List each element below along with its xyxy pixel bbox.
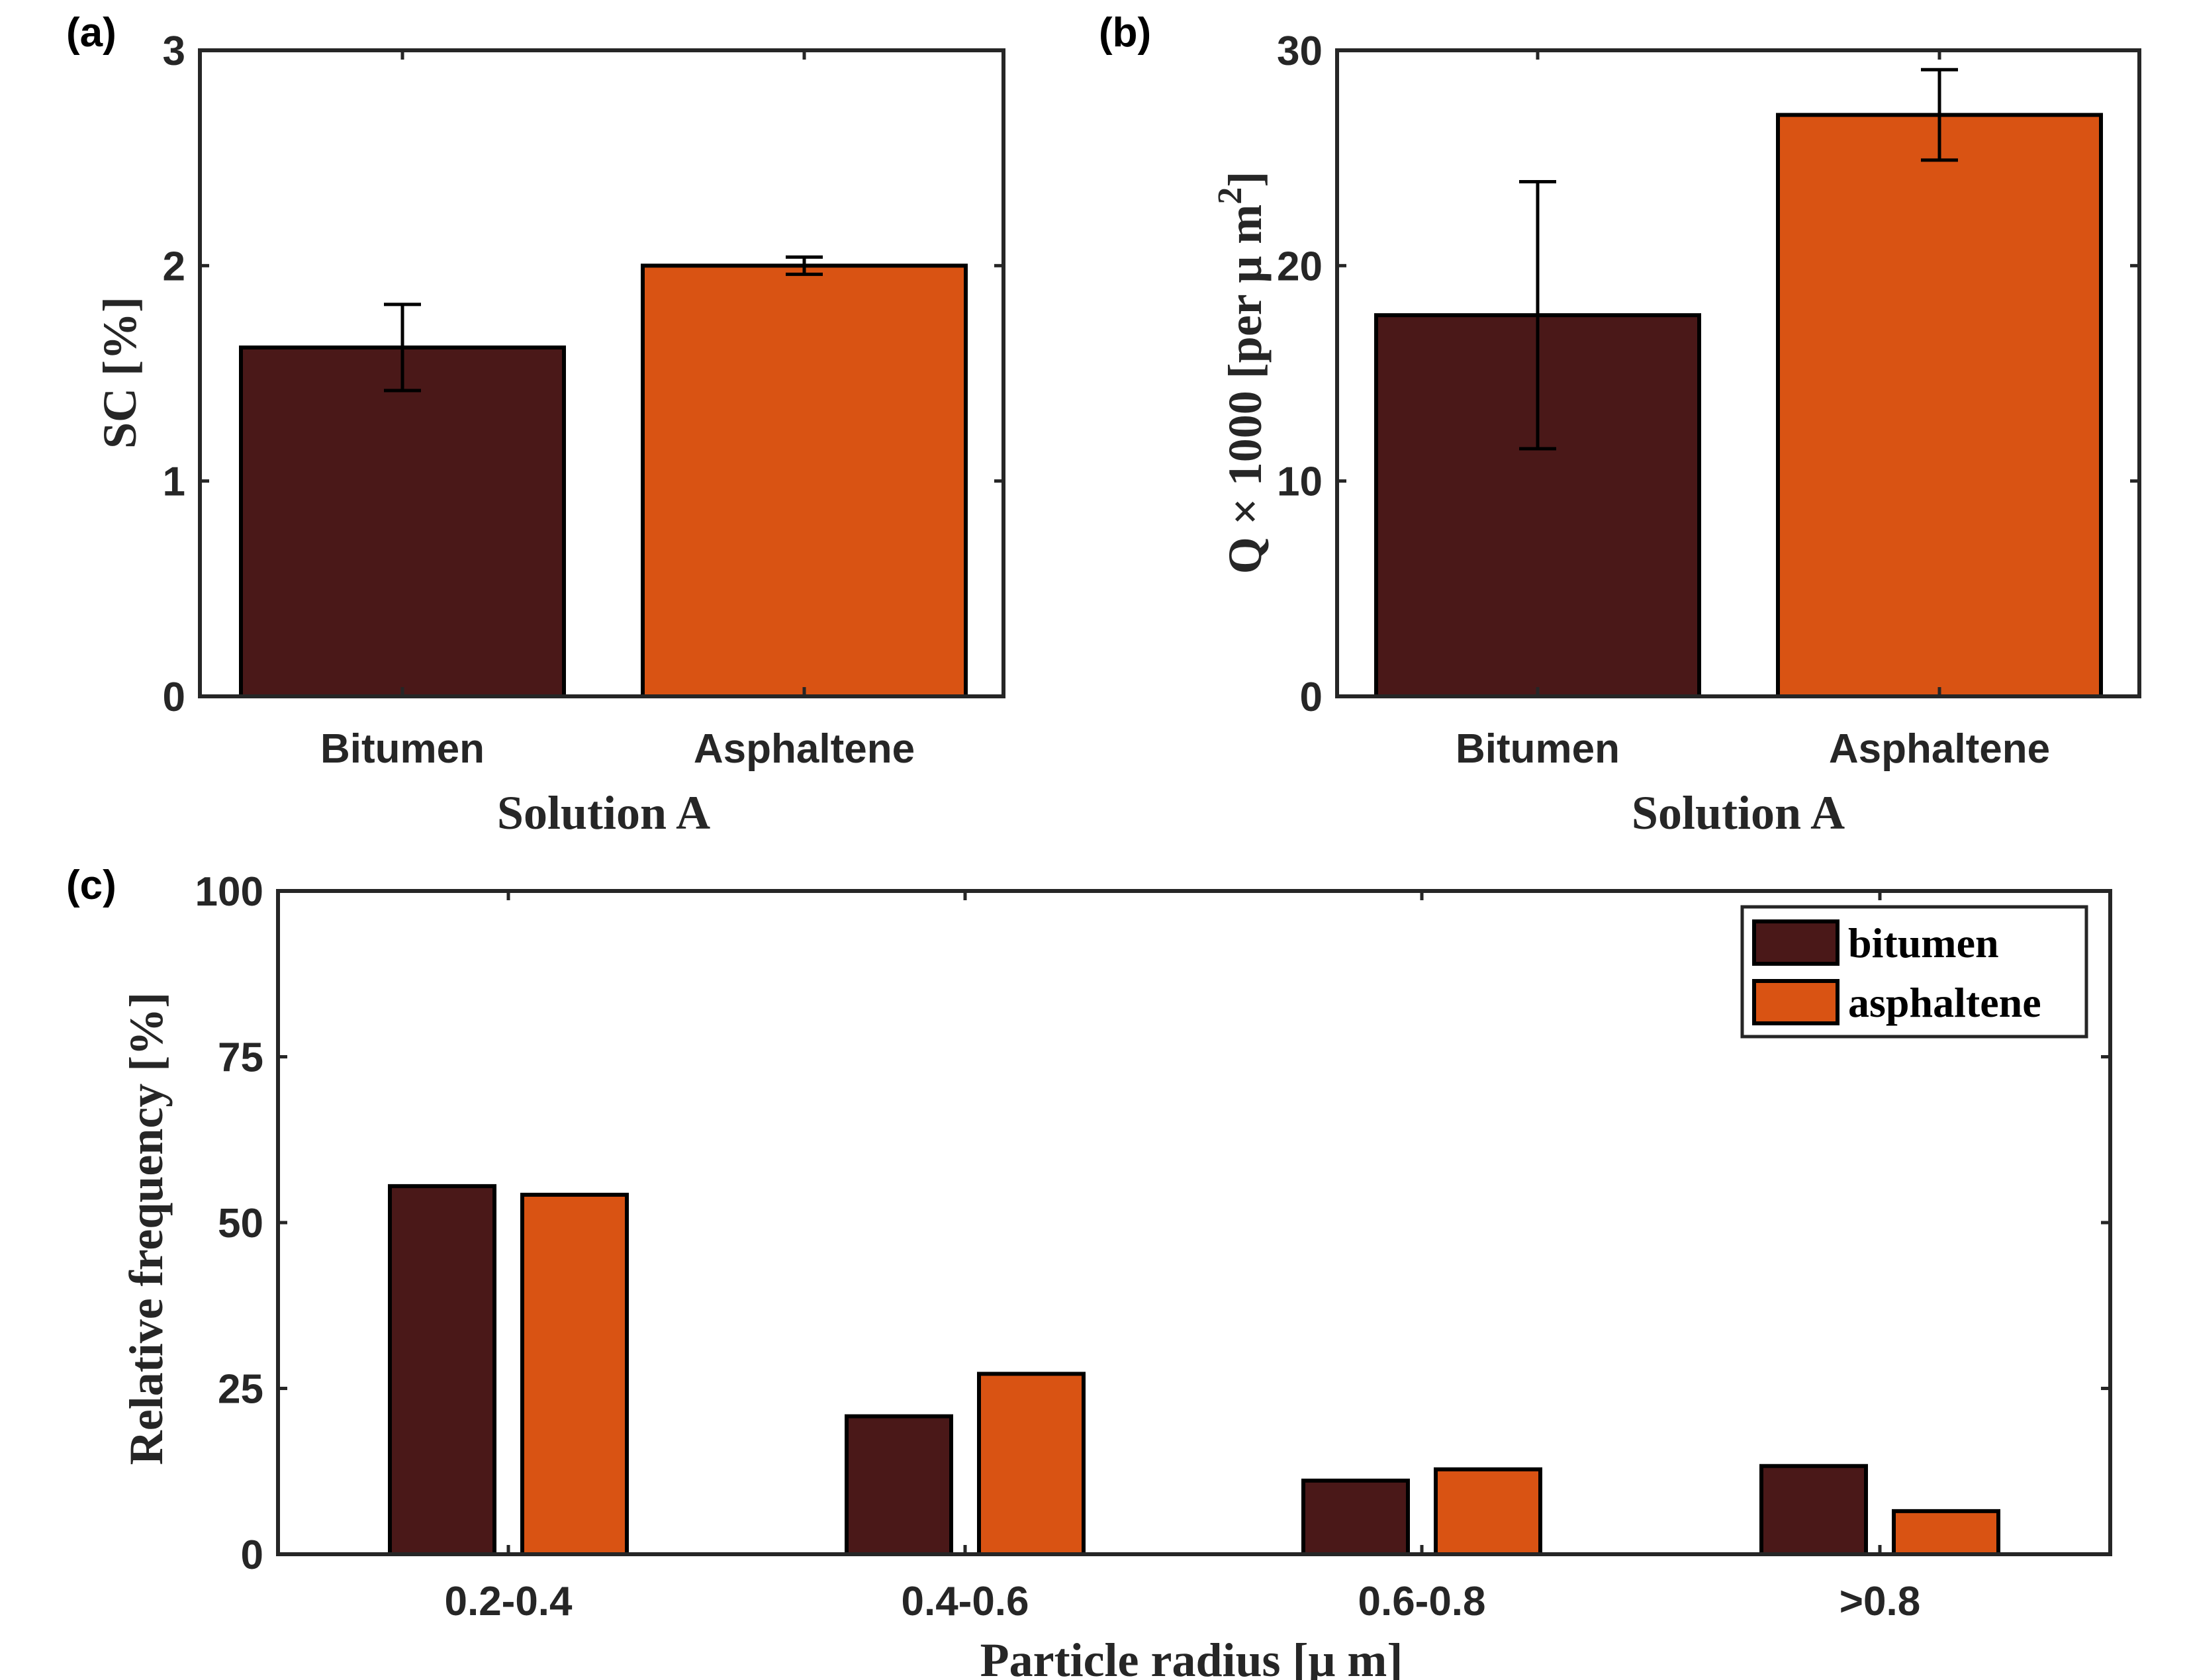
panel-a-bars — [239, 263, 968, 699]
panel-a-category-bitumen: Bitumen — [320, 726, 485, 772]
bar-asphaltene-2 — [977, 1372, 1086, 1557]
panel-a-y-axis-title: SC [%] — [93, 297, 146, 449]
legend-swatch-asphaltene — [1752, 979, 1840, 1025]
panel-b-y-axis-title-main: Q × 1000 [per μ m — [1219, 205, 1272, 574]
panel-a-label: (a) — [66, 10, 116, 56]
bar-asphaltene-1 — [520, 1192, 629, 1556]
bar-asphaltene-3 — [1434, 1467, 1542, 1556]
legend-swatch-bitumen — [1752, 919, 1840, 966]
panel-c-bars — [388, 1184, 2000, 1557]
bar-asphaltene — [1776, 113, 2103, 699]
panel-c-ytick-label: 0 — [241, 1532, 263, 1578]
panel-c-category-label: >0.8 — [1840, 1579, 1920, 1624]
bar-bitumen-1 — [388, 1184, 496, 1556]
bar-asphaltene-4 — [1892, 1509, 2000, 1557]
panel-c-category-label: 0.4-0.6 — [901, 1579, 1029, 1624]
panel-a-error-bars — [384, 255, 823, 393]
bar-bitumen-3 — [1301, 1478, 1410, 1557]
panel-c-axes-box — [276, 889, 2112, 1556]
panel-c-ytick-label: 50 — [218, 1201, 263, 1246]
panel-a-ytick-label: 2 — [163, 244, 185, 289]
panel-c-category-label: 0.6-0.8 — [1358, 1579, 1485, 1624]
panel-b-ytick-label: 0 — [1300, 675, 1323, 720]
panel-a-ytick-label: 1 — [163, 459, 185, 505]
bar-asphaltene — [641, 263, 968, 699]
bar-bitumen-2 — [845, 1414, 953, 1556]
panel-a-ytick-label: 3 — [163, 28, 185, 74]
panel-b-x-axis-title: Solution A — [1632, 786, 1845, 839]
panel-b: (b) 0 10 20 30 Bitumen Asphaltene Soluti… — [1099, 10, 2141, 839]
panel-a-category-asphaltene: Asphaltene — [694, 726, 915, 772]
panel-c-ytick-label: 75 — [218, 1035, 263, 1081]
panel-b-y-axis-title-end: ] — [1219, 171, 1272, 187]
panel-b-ytick-label: 10 — [1277, 459, 1323, 505]
panel-b-error-bars — [1519, 68, 1958, 451]
panel-c-x-axis-title: Particle radius [μ m] — [980, 1634, 1403, 1680]
panel-b-y-axis-title-superscript: 2 — [1211, 187, 1249, 205]
panel-b-category-asphaltene: Asphaltene — [1829, 726, 2050, 772]
panel-b-category-bitumen: Bitumen — [1456, 726, 1620, 772]
panel-c-label: (c) — [66, 863, 116, 908]
panel-c-y-axis-title: Relative frequency [%] — [120, 992, 173, 1465]
panel-a-x-axis-title: Solution A — [497, 786, 710, 839]
bar-bitumen-4 — [1759, 1464, 1868, 1556]
panel-b-label: (b) — [1099, 10, 1151, 56]
panel-b-bars — [1374, 113, 2103, 699]
panel-a-axes-box — [198, 48, 1005, 698]
panel-b-axes-box — [1335, 48, 2141, 698]
legend-label-asphaltene: asphaltene — [1848, 979, 2041, 1026]
legend-label-bitumen: bitumen — [1848, 919, 1999, 966]
panel-c-ytick-label: 100 — [195, 869, 263, 915]
panel-a: (a) 0 1 2 3 Bitumen Asphaltene Solution … — [66, 10, 1005, 839]
panel-c-category-label: 0.2-0.4 — [444, 1579, 573, 1624]
panel-a-ytick-label: 0 — [163, 675, 185, 720]
panel-b-y-axis-title: Q × 1000 [per μ m2] — [1211, 171, 1272, 574]
bar-bitumen — [239, 345, 566, 698]
panel-b-ytick-label: 30 — [1277, 28, 1323, 74]
panel-b-ytick-label: 20 — [1277, 244, 1323, 289]
panel-c: (c) 0 25 50 75 100 0.2-0.4 0.4-0.6 0.6-0… — [66, 863, 2112, 1680]
panel-c-legend: bitumen asphaltene — [1740, 905, 2088, 1039]
panel-c-ytick-label: 25 — [218, 1367, 263, 1413]
